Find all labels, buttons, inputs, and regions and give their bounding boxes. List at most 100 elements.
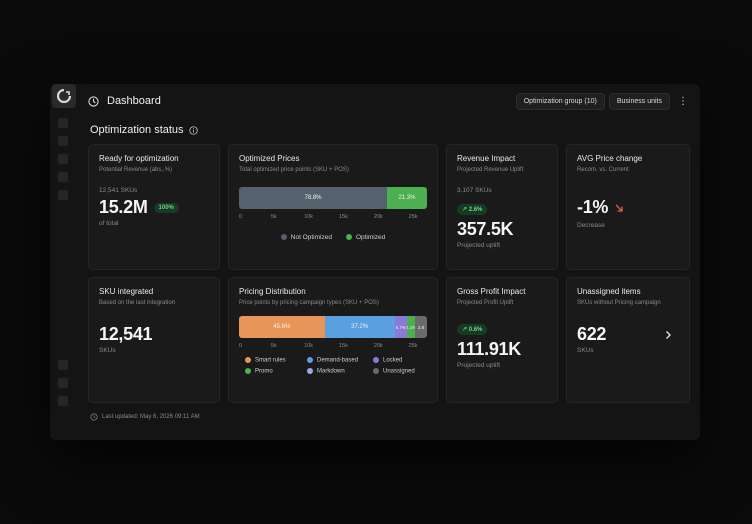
card-optimized-prices[interactable]: Optimized Prices Total optimized price p… bbox=[228, 144, 438, 270]
segment-label: 37.2% bbox=[351, 324, 369, 330]
sidebar-item-6[interactable] bbox=[58, 360, 68, 370]
sidebar-item-7[interactable] bbox=[58, 378, 68, 388]
card-avg-price-change[interactable]: AVG Price change Recom. vs. Current -1% … bbox=[566, 144, 690, 270]
sidebar-rail bbox=[50, 84, 78, 440]
optimized-prices-chart: 78.8% 21.3% 0 5k 10k 15k 20k 25k bbox=[239, 187, 427, 224]
tick-label: 25k bbox=[408, 214, 418, 220]
sidebar-item-5[interactable] bbox=[58, 190, 68, 200]
stacked-bar: 78.8% 21.3% bbox=[239, 187, 427, 209]
card-title: Revenue Impact bbox=[457, 154, 516, 163]
legend-item-optimized: Optimized bbox=[345, 234, 386, 241]
app-logo[interactable] bbox=[52, 84, 76, 108]
segment-label: 4.1% bbox=[407, 324, 415, 330]
legend-item-promo: Promo bbox=[245, 367, 307, 375]
card-subtitle: Potential Revenue (abs.,%) bbox=[99, 167, 173, 173]
revenue-value: 357.5K bbox=[457, 219, 514, 239]
card-caption: Projected uplift bbox=[457, 362, 500, 369]
bar-segment-unassigned[interactable]: 3.8 bbox=[414, 316, 427, 338]
legend-label: Optimized bbox=[355, 234, 386, 241]
card-subtitle: Total optimized price points (SKU + POS) bbox=[239, 167, 349, 173]
info-icon[interactable] bbox=[188, 125, 198, 135]
legend-swatch bbox=[280, 234, 287, 241]
card-title: Unassigned items bbox=[577, 287, 641, 296]
segment-label: 78.8% bbox=[304, 195, 322, 201]
sku-count: 12,541 SKUs bbox=[99, 187, 138, 194]
segment-label: 45.6% bbox=[273, 324, 291, 330]
section-title: Optimization status bbox=[90, 124, 198, 136]
stacked-bar: 45.6% 37.2% 6.7%4.1%3.8 bbox=[239, 316, 427, 338]
chevron-right-icon[interactable] bbox=[663, 330, 673, 340]
legend-label: Locked bbox=[383, 357, 403, 364]
sidebar-item-2[interactable] bbox=[58, 136, 68, 146]
legend-label: Promo bbox=[255, 368, 273, 375]
legend-swatch bbox=[373, 357, 379, 363]
card-title: SKU integrated bbox=[99, 287, 154, 296]
tick-label: 20k bbox=[373, 214, 383, 220]
tick-label: 0 bbox=[239, 214, 243, 220]
tick-label: 15k bbox=[339, 343, 348, 349]
sidebar-item-3[interactable] bbox=[58, 154, 68, 164]
legend-item-smart-rules: Smart rules bbox=[245, 357, 307, 364]
business-units-button[interactable]: Business units bbox=[608, 92, 670, 110]
clock-icon bbox=[90, 413, 98, 421]
legend-swatch bbox=[245, 367, 251, 374]
percent-badge: 100% bbox=[153, 202, 179, 213]
card-caption: Projected uplift bbox=[457, 242, 500, 249]
tick-label: 15k bbox=[339, 214, 348, 220]
pricing-distribution-chart: 45.6% 37.2% 6.7%4.1%3.8 0 5k 10k 15k 20k 25k bbox=[239, 316, 427, 353]
tick-label: 25k bbox=[408, 343, 418, 349]
tick-label: 20k bbox=[373, 343, 383, 349]
legend-label: Markdown bbox=[317, 368, 345, 375]
card-sku-integrated[interactable]: SKU integrated Based on the last integra… bbox=[88, 277, 220, 403]
card-subtitle: SKUs without Pricing campaign bbox=[577, 300, 661, 306]
app-window: Dashboard Optimization group (10) Busine… bbox=[50, 84, 700, 440]
card-ready-for-optimization[interactable]: Ready for optimization Potential Revenue… bbox=[88, 144, 220, 270]
legend-swatch bbox=[245, 357, 251, 363]
card-gross-profit-impact[interactable]: Gross Profit Impact Projected Profit Upl… bbox=[446, 277, 558, 403]
legend-label: Demand-based bbox=[317, 357, 359, 364]
logo-icon bbox=[57, 89, 71, 103]
bar-segment-promo[interactable]: 4.1% bbox=[407, 316, 415, 338]
bar-segment-demand-based[interactable]: 37.2% bbox=[324, 316, 395, 338]
bar-segment-locked[interactable]: 6.7% bbox=[394, 316, 408, 338]
legend-swatch bbox=[373, 367, 379, 374]
tick-label: 10k bbox=[304, 214, 314, 220]
sidebar-item-8[interactable] bbox=[58, 396, 68, 406]
tick-label: 10k bbox=[304, 343, 314, 349]
card-pricing-distribution[interactable]: Pricing Distribution Price points by pri… bbox=[228, 277, 438, 403]
card-title: Optimized Prices bbox=[239, 154, 300, 163]
uplift-badge: ↗ 0.6% bbox=[457, 324, 488, 335]
segment-label: 6.7% bbox=[395, 324, 407, 330]
card-unassigned-items[interactable]: Unassigned items SKUs without Pricing ca… bbox=[566, 277, 690, 403]
card-revenue-impact[interactable]: Revenue Impact Projected Revenue Uplift … bbox=[446, 144, 558, 270]
legend-swatch bbox=[307, 357, 313, 363]
card-title: Gross Profit Impact bbox=[457, 287, 526, 296]
card-subtitle: Projected Profit Uplift bbox=[457, 300, 514, 306]
card-subtitle: Recom. vs. Current bbox=[577, 167, 629, 173]
section-title-text: Optimization status bbox=[90, 124, 184, 136]
chart-legend: Smart rules Demand-based Locked Promo Markdo… bbox=[245, 357, 427, 374]
clock-icon bbox=[88, 95, 99, 107]
unassigned-value: 622 bbox=[577, 324, 607, 344]
more-options-icon[interactable]: ⋮ bbox=[678, 95, 688, 107]
optimization-group-button[interactable]: Optimization group (10) bbox=[515, 92, 605, 110]
main-content: Dashboard Optimization group (10) Busine… bbox=[88, 84, 690, 440]
bar-segment-smart-rules[interactable]: 45.6% bbox=[239, 316, 325, 338]
chart-legend: Not Optimized Optimized bbox=[239, 234, 427, 241]
card-subtitle: Price points by pricing campaign types (… bbox=[239, 300, 379, 306]
legend-item-demand-based: Demand-based bbox=[307, 357, 373, 364]
tick-label: 5k bbox=[270, 214, 277, 220]
segment-label: 3.8 bbox=[417, 324, 425, 330]
sku-count: 3,107 SKUs bbox=[457, 187, 492, 194]
card-caption: SKUs bbox=[99, 347, 116, 354]
last-updated-text: Last updated: May 6, 2026 09:11 AM bbox=[102, 414, 200, 420]
sidebar-item-1[interactable] bbox=[58, 118, 68, 128]
sidebar-item-4[interactable] bbox=[58, 172, 68, 182]
legend-item-locked: Locked bbox=[373, 357, 423, 364]
legend-item-unassigned: Unassigned bbox=[373, 367, 423, 375]
bar-segment-optimized[interactable]: 21.3% bbox=[386, 187, 427, 209]
bar-segment-not-optimized[interactable]: 78.8% bbox=[239, 187, 387, 209]
legend-label: Smart rules bbox=[255, 357, 286, 364]
card-caption: of total bbox=[99, 220, 119, 227]
legend-label: Unassigned bbox=[383, 368, 415, 375]
